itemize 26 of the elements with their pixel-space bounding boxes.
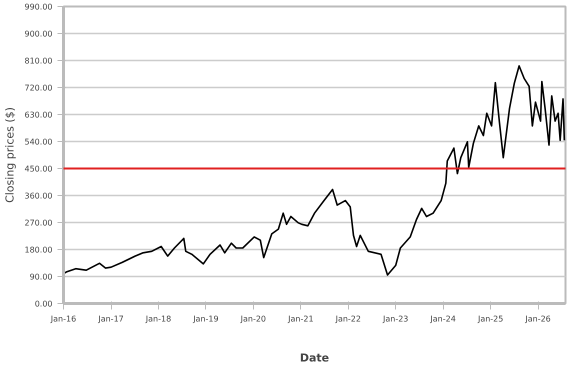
y-tick-label: 630.00 bbox=[24, 110, 53, 120]
y-tick-label: 720.00 bbox=[24, 84, 53, 92]
y-tick-label: 810.00 bbox=[24, 56, 53, 66]
x-tick-label: Jan-23 bbox=[382, 314, 408, 324]
x-axis-title: Date bbox=[300, 352, 330, 364]
y-tick-label: 270.00 bbox=[24, 218, 53, 228]
y-axis-title: Closing prices ($) bbox=[4, 107, 17, 203]
y-tick-label: 0.00 bbox=[34, 300, 52, 308]
y-tick-label: 990.00 bbox=[24, 2, 53, 12]
x-tick-label: Jan-18 bbox=[144, 314, 172, 324]
y-tick-label: 540.00 bbox=[24, 138, 53, 146]
y-tick-label: 900.00 bbox=[24, 30, 53, 38]
x-tick-label: Jan-17 bbox=[97, 314, 124, 324]
y-tick-label: 180.00 bbox=[24, 246, 53, 254]
x-tick-label: Jan-26 bbox=[524, 314, 551, 324]
y-tick-label: 450.00 bbox=[24, 164, 53, 174]
line-series bbox=[64, 65, 566, 276]
x-tick-label: Jan-22 bbox=[334, 314, 361, 324]
y-tick-label: 360.00 bbox=[24, 192, 53, 200]
x-tick-label: Jan-20 bbox=[240, 314, 266, 324]
x-tick-label: Jan-25 bbox=[476, 314, 504, 324]
x-tick-label: Jan-19 bbox=[192, 314, 219, 324]
x-tick-label: Jan-24 bbox=[429, 314, 456, 324]
x-tick-label: Jan-16 bbox=[50, 314, 76, 324]
x-tick-label: Jan-21 bbox=[287, 314, 314, 324]
y-tick-label: 90.00 bbox=[30, 272, 53, 282]
